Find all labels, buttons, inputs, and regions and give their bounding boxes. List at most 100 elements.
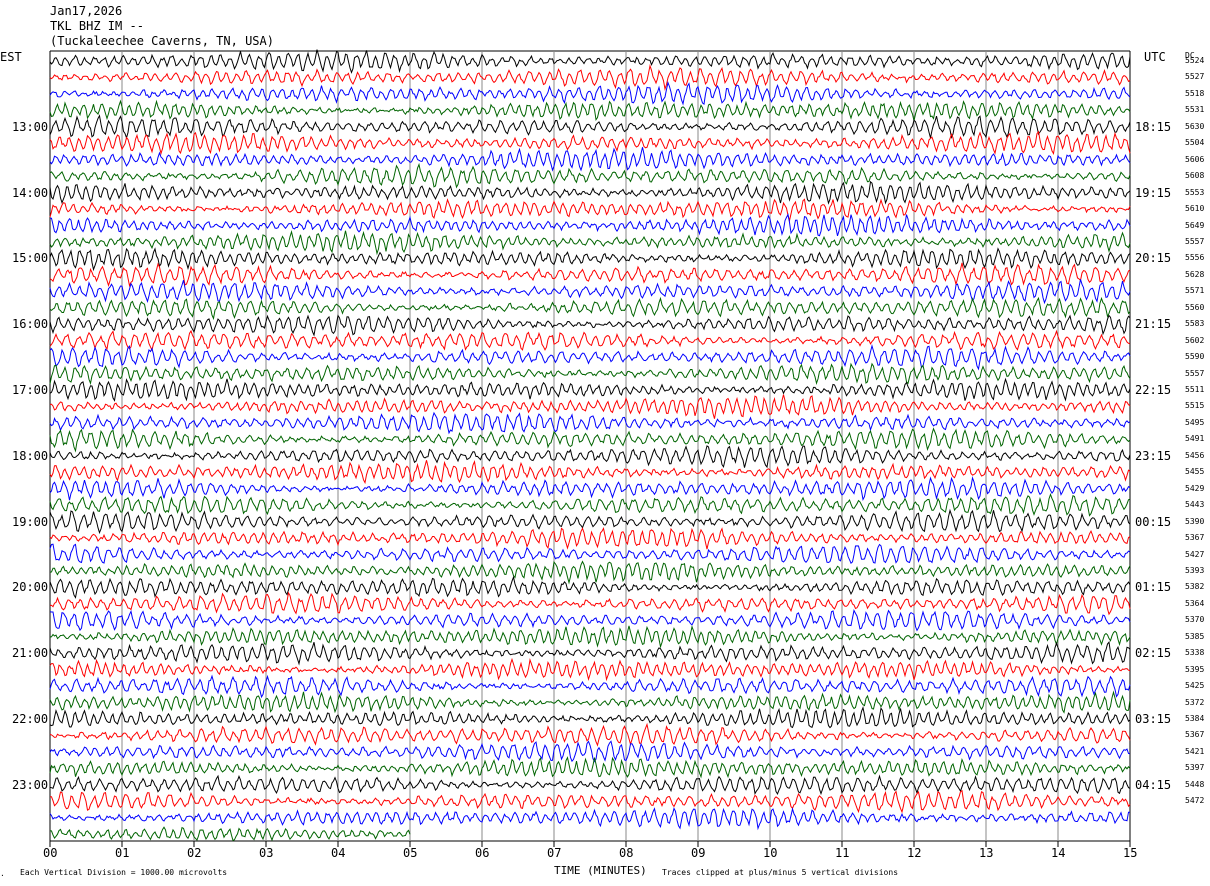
trace-line	[49, 49, 1131, 74]
trace-line	[49, 625, 1131, 649]
trace-line	[50, 789, 1131, 814]
left-hour-label: 16:00	[12, 317, 49, 332]
trace-line	[49, 377, 1131, 402]
right-timezone-label: UTC	[1144, 50, 1166, 64]
dc-offset-value: 5393	[1185, 565, 1205, 575]
dc-offset-value: 5448	[1185, 779, 1205, 789]
dc-offset-value: 5425	[1185, 681, 1205, 691]
x-tick-label: 07	[547, 846, 562, 860]
trace-line	[49, 674, 1131, 699]
right-hour-label: 23:15	[1135, 448, 1172, 463]
header-date: Jan17,2026	[50, 4, 123, 18]
dc-offset-value: 5372	[1185, 697, 1205, 707]
dc-offset-value: 5628	[1185, 269, 1205, 279]
x-tick-label: 02	[187, 846, 202, 860]
dc-offset-value: 5518	[1185, 88, 1205, 98]
x-tick-label: 12	[907, 846, 922, 860]
dc-offset-value: 5527	[1185, 72, 1205, 82]
trace-line	[49, 806, 1130, 831]
trace-line	[49, 394, 1131, 419]
clip-note: Traces clipped at plus/minus 5 vertical …	[662, 868, 899, 877]
dc-offset-value: 5421	[1185, 746, 1205, 756]
trace-line	[49, 427, 1131, 453]
dc-offset-value: 5610	[1185, 204, 1205, 214]
left-hour-label: 22:00	[12, 712, 49, 726]
x-tick-label: 09	[691, 846, 706, 860]
dc-offset-value: 5560	[1185, 302, 1205, 312]
trace-line	[49, 162, 1131, 189]
dc-offset-value: 5395	[1185, 664, 1205, 674]
right-hour-label: 02:15	[1135, 646, 1172, 661]
trace-line	[49, 705, 1131, 729]
left-hour-label: 15:00	[12, 251, 49, 266]
left-hour-label: 18:00	[12, 448, 49, 463]
right-hour-label: 20:15	[1135, 251, 1172, 266]
trace-line	[49, 740, 1131, 763]
x-tick-label: 01	[115, 846, 130, 860]
left-hour-label: 17:00	[12, 383, 49, 397]
x-tick-label: 13	[979, 846, 994, 860]
dc-offset-value: 5397	[1185, 763, 1205, 773]
dc-offset-value: 5443	[1185, 500, 1205, 510]
x-tick-label: 11	[835, 846, 850, 860]
trace-line	[49, 641, 1131, 666]
dc-offset-value: 5602	[1185, 335, 1205, 345]
trace-line	[49, 722, 1131, 747]
trace-line	[49, 526, 1131, 550]
trace-line	[49, 114, 1131, 140]
trace-line	[49, 296, 1131, 321]
trace-line	[50, 826, 411, 842]
dc-offset-value: 5455	[1185, 467, 1205, 477]
x-tick-label: 04	[331, 846, 346, 860]
left-timezone-label: EST	[0, 50, 22, 64]
trace-line	[50, 213, 1131, 237]
trace-line	[49, 609, 1131, 632]
dc-offset-value: 5583	[1185, 319, 1205, 329]
trace-line	[49, 63, 1131, 91]
trace-line	[49, 475, 1131, 502]
left-hour-label: 23:00	[12, 777, 49, 792]
x-tick-label: 15	[1123, 846, 1138, 860]
dc-offset-value: 5608	[1185, 171, 1205, 181]
trace-line	[49, 230, 1131, 256]
x-tick-label: 10	[763, 846, 778, 860]
dc-offset-value: 5504	[1185, 138, 1205, 148]
trace-line	[49, 560, 1131, 585]
trace-line	[49, 147, 1131, 172]
trace-line	[49, 591, 1131, 616]
dc-offset-value: 5531	[1185, 105, 1205, 115]
trace-line	[49, 130, 1131, 156]
dc-offset-value: 5571	[1185, 286, 1205, 296]
dc-offset-value: 5390	[1185, 516, 1205, 526]
dc-offset-value: 5364	[1185, 598, 1205, 608]
x-tick-label: 00	[43, 846, 58, 860]
right-hour-label: 00:15	[1135, 514, 1172, 529]
right-hour-label: 18:15	[1135, 119, 1172, 134]
trace-line	[49, 411, 1131, 435]
trace-line	[49, 279, 1131, 305]
trace-line	[49, 314, 1131, 337]
dc-offset-value: 5491	[1185, 434, 1205, 444]
trace-line	[49, 756, 1131, 779]
trace-line	[49, 459, 1131, 485]
left-hour-label: 21:00	[12, 646, 49, 661]
dc-offset-value: 5557	[1185, 368, 1205, 378]
dc-offset-value: 5382	[1185, 582, 1205, 592]
trace-line	[49, 180, 1131, 205]
left-hour-label: 19:00	[12, 514, 49, 529]
scale-note: Each Vertical Division = 1000.00 microvo…	[20, 868, 228, 877]
dc-offset-value: 5427	[1185, 549, 1205, 559]
dc-offset-value: 5384	[1185, 714, 1205, 723]
dc-offset-value: 5385	[1185, 631, 1205, 641]
x-tick-label: 08	[619, 846, 634, 860]
x-tick-label: 14	[1051, 846, 1066, 860]
x-axis-label: TIME (MINUTES)	[554, 864, 647, 877]
right-hour-label: 01:15	[1135, 580, 1172, 595]
trace-line	[49, 99, 1131, 122]
left-hour-label: 20:00	[12, 580, 49, 595]
x-tick-label: 03	[259, 846, 274, 860]
dc-offset-value: 5370	[1185, 615, 1205, 625]
trace-line	[49, 262, 1131, 288]
dc-column-label: DC	[1185, 51, 1195, 60]
